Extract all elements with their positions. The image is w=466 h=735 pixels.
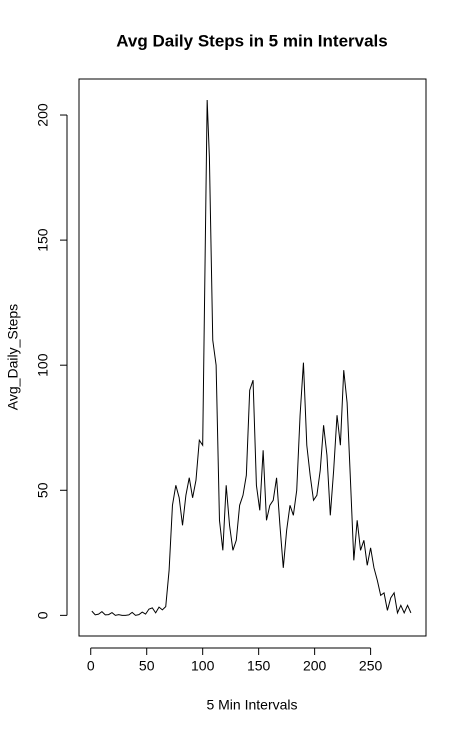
y-tick-label: 0	[35, 611, 51, 619]
x-axis-label: 5 Min Intervals	[206, 697, 297, 713]
x-tick-label: 100	[191, 658, 215, 674]
y-tick-label: 100	[35, 353, 51, 377]
y-tick-label: 200	[35, 103, 51, 127]
x-tick-label: 50	[139, 658, 155, 674]
x-tick-label: 250	[359, 658, 383, 674]
x-tick-label: 200	[303, 658, 327, 674]
y-tick-label: 150	[35, 228, 51, 252]
chart-title: Avg Daily Steps in 5 min Intervals	[116, 31, 387, 50]
data-line	[91, 99, 412, 616]
y-axis-label: Avg_Daily_Steps	[5, 304, 21, 410]
y-tick-label: 50	[35, 482, 51, 498]
x-tick-label: 0	[87, 658, 95, 674]
plot-box	[78, 78, 427, 637]
x-tick-label: 150	[247, 658, 271, 674]
